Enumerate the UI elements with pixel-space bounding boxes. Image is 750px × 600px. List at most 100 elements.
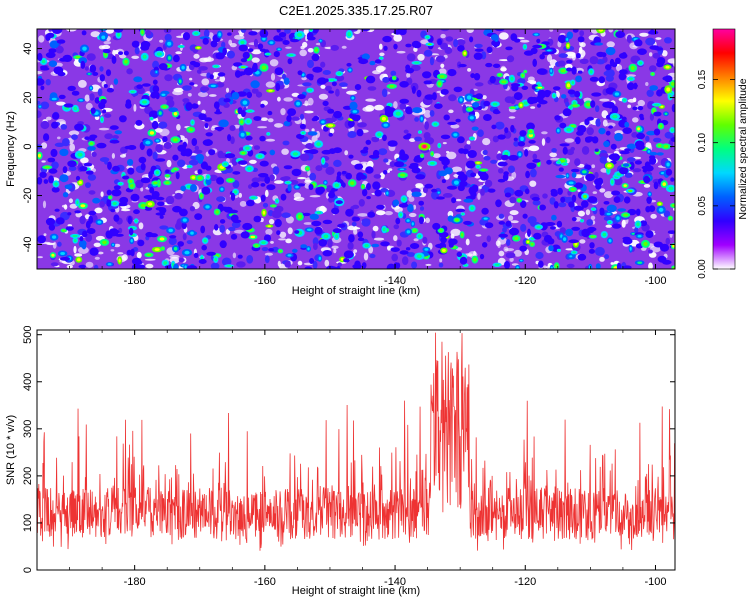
heatmap-cell [667, 230, 675, 234]
heatmap-cell-core [109, 196, 112, 199]
heatmap-x-ticks: -180 -160 -140 -120 -100 [36, 29, 666, 287]
heatmap-cell [498, 168, 504, 174]
x-tick-label: -140 [384, 576, 406, 588]
heatmap-cell [135, 179, 144, 189]
heatmap-gap [360, 161, 369, 164]
heatmap-cell [598, 127, 606, 135]
heatmap-cell [182, 85, 192, 91]
heatmap-cell [230, 192, 236, 201]
heatmap-cell [37, 110, 42, 119]
heatmap-gap [297, 177, 307, 180]
heatmap-cell-core [267, 133, 270, 135]
heatmap-cell-core [416, 254, 422, 259]
heatmap-cell-core [44, 166, 50, 169]
heatmap-cell [408, 164, 419, 170]
heatmap-gap [527, 80, 537, 84]
heatmap-cell [267, 110, 273, 116]
heatmap-gap [169, 254, 180, 259]
heatmap-cell [423, 80, 433, 85]
heatmap-cell [136, 84, 143, 89]
heatmap-cell [612, 223, 622, 229]
heatmap-cell-core [648, 192, 651, 196]
heatmap-cell-core [563, 237, 567, 242]
heatmap-gap [592, 191, 597, 194]
heatmap-cell-core [161, 93, 166, 97]
heatmap-cell [333, 159, 342, 167]
heatmap-cell-core [112, 202, 117, 205]
heatmap-cell [190, 184, 197, 192]
heatmap-cell-core [570, 125, 575, 128]
heatmap-cell-core [297, 214, 302, 219]
heatmap-gap [438, 68, 447, 76]
heatmap-cell [299, 153, 310, 162]
heatmap-gap [467, 68, 472, 72]
heatmap-cell [586, 219, 594, 226]
heatmap-gap [446, 151, 457, 160]
heatmap-cell [418, 200, 425, 206]
heatmap-cell-core [163, 261, 168, 265]
heatmap-cell-core [406, 219, 410, 222]
heatmap-cell [665, 237, 671, 245]
heatmap-cell-core [494, 263, 500, 266]
heatmap-cell [299, 113, 305, 120]
heatmap-gap [93, 242, 102, 247]
heatmap-gap [639, 32, 649, 37]
heatmap-gap [90, 31, 101, 38]
heatmap-cell [180, 150, 188, 157]
heatmap-cell-core [97, 220, 102, 224]
heatmap-cell [219, 206, 230, 211]
heatmap-cell [399, 149, 406, 158]
heatmap-cell [611, 190, 621, 196]
heatmap-cell-core [659, 124, 663, 128]
heatmap-cell-core [112, 243, 115, 246]
heatmap-cell [113, 214, 120, 222]
heatmap-cell [365, 166, 374, 174]
heatmap-cell [653, 111, 662, 117]
heatmap-cell-core [523, 101, 528, 105]
heatmap-gap [546, 54, 553, 63]
heatmap-cell-core [657, 144, 662, 147]
heatmap-gap [482, 95, 487, 100]
heatmap-cell [618, 167, 629, 175]
heatmap-cell-core [361, 185, 365, 189]
heatmap-cell-core [630, 65, 635, 71]
heatmap-cell [510, 124, 515, 133]
heatmap-cell [648, 205, 656, 213]
heatmap-cell [89, 134, 98, 139]
heatmap-gap [465, 238, 470, 246]
heatmap-cell [505, 46, 513, 51]
heatmap-cell [182, 98, 190, 103]
heatmap-cell-core [399, 213, 403, 217]
heatmap-cell [581, 146, 590, 155]
heatmap-cell [217, 150, 224, 159]
heatmap-cell-core [179, 45, 183, 48]
heatmap-cell-core [181, 65, 185, 70]
heatmap-cell-core [636, 222, 640, 227]
heatmap-cell [550, 226, 556, 230]
heatmap-cell [566, 149, 574, 156]
heatmap-gap [578, 46, 583, 54]
heatmap-cell [382, 35, 392, 43]
heatmap-cell-core [466, 95, 472, 100]
heatmap-cell [163, 29, 172, 34]
heatmap-cell [280, 176, 288, 181]
heatmap-gap [140, 187, 144, 192]
heatmap-cell [127, 167, 135, 175]
heatmap-cell [194, 213, 203, 221]
heatmap-cell [436, 196, 445, 200]
heatmap-cell [656, 57, 666, 65]
heatmap-cell [287, 58, 293, 65]
heatmap-cell [91, 151, 97, 157]
heatmap-cell-core [228, 179, 233, 182]
heatmap-cell [429, 110, 435, 117]
heatmap-cell [354, 163, 364, 170]
heatmap-cell [337, 223, 346, 228]
heatmap-cell-core [80, 204, 86, 208]
heatmap-cell [492, 63, 501, 68]
heatmap-cell [521, 85, 529, 90]
heatmap-cell [140, 162, 146, 171]
heatmap-gap [173, 87, 184, 93]
heatmap-cell-core [62, 229, 66, 232]
heatmap-gap [579, 239, 586, 244]
heatmap-cell-core [269, 41, 274, 44]
